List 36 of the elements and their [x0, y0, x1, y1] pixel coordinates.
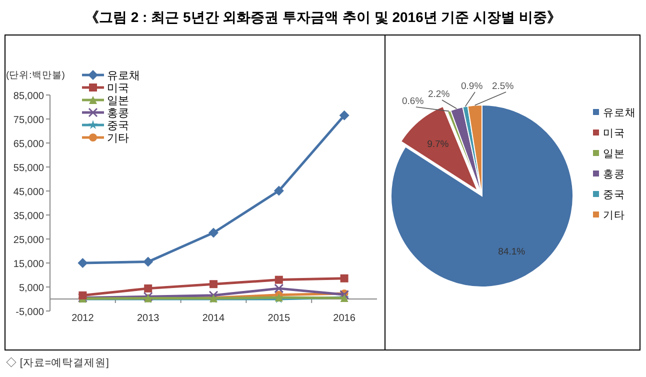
y-tick-label: 85,000: [13, 91, 44, 102]
data-label: 84.1%: [498, 246, 526, 258]
legend-label: 일본: [603, 148, 625, 160]
data-label: 2.2%: [428, 89, 450, 100]
legend-label: 미국: [603, 128, 625, 140]
y-tick-label: 55,000: [13, 163, 44, 174]
legend-label: 기타: [603, 210, 625, 222]
legend-label: 미국: [107, 82, 129, 94]
data-label: 0.6%: [402, 96, 424, 107]
text: ◇ [자료=예탁결제원]: [6, 356, 109, 369]
legend-label: 홍콩: [603, 168, 625, 180]
y-tick-label: 15,000: [13, 259, 44, 270]
legend-label: 일본: [107, 95, 129, 107]
chart-title: 《그림 2 : 최근 5년간 외화증권 투자금액 추이 및 2016년 기준 시장별 비중》: [84, 9, 562, 25]
x-tick-label: 2015: [268, 313, 290, 324]
x-tick-label: 2012: [72, 313, 94, 324]
y-axis-title: (단위:백만불): [6, 70, 65, 81]
y-tick-label: 75,000: [13, 115, 44, 126]
y-tick-label: 65,000: [13, 139, 44, 150]
legend-label: 홍콩: [107, 108, 129, 120]
legend-label: 중국: [603, 189, 625, 201]
x-tick-label: 2013: [136, 313, 160, 324]
data-label: 0.9%: [461, 81, 484, 92]
legend-label: 유로채: [107, 70, 140, 82]
data-label: 9.7%: [427, 139, 450, 150]
legend-label: 기타: [107, 132, 129, 144]
data-label: 2.5%: [492, 81, 514, 92]
y-tick-label: 35,000: [13, 211, 44, 222]
y-tick-label: 5,000: [18, 283, 44, 294]
y-tick-label: 25,000: [13, 235, 44, 246]
x-tick-label: 2016: [333, 313, 356, 324]
x-tick-label: 2014: [202, 313, 226, 324]
legend-label: 유로채: [603, 107, 636, 119]
legend-label: 중국: [107, 120, 129, 132]
y-tick-label: 45,000: [13, 187, 44, 198]
y-tick-label: -5,000: [16, 307, 44, 318]
